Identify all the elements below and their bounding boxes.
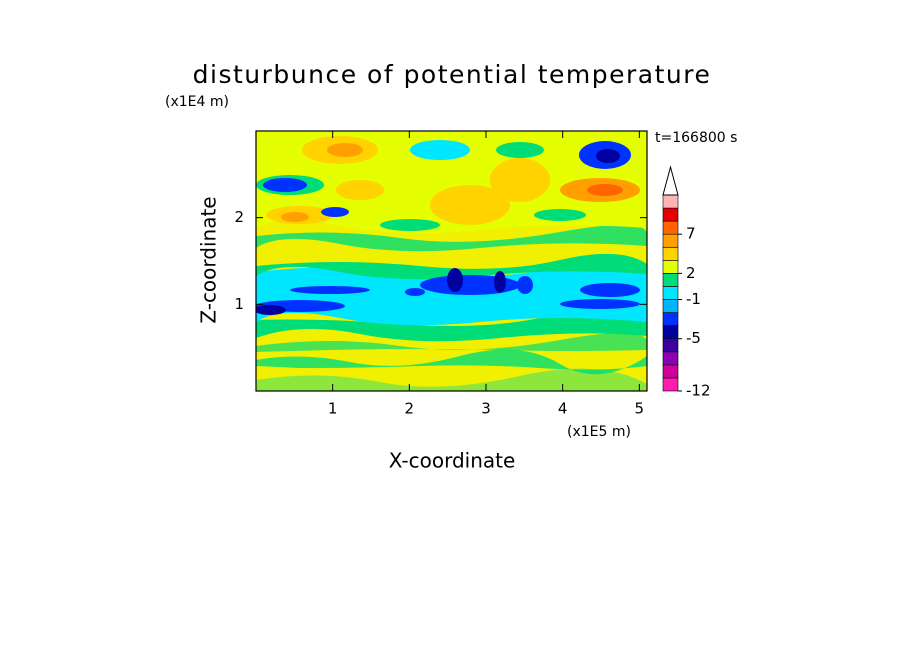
- colorbar-segment: [662, 377, 679, 392]
- colorbar-segment: [662, 325, 679, 340]
- x-tick-label: 2: [405, 400, 415, 418]
- x-unit: (x1E5 m): [567, 424, 631, 440]
- colorbar-segment: [662, 299, 679, 313]
- y-axis-label: Z-coordinate: [197, 196, 221, 323]
- contour-field: [256, 131, 647, 391]
- colorbar-tick-label: -1: [686, 290, 701, 308]
- colorbar-segment: [662, 260, 679, 274]
- x-axis-label: X-coordinate: [389, 449, 516, 473]
- colorbar-segment: [662, 351, 679, 366]
- colorbar-segment: [662, 273, 679, 287]
- colorbar-segment: [662, 246, 679, 261]
- colorbar-tick-label: 2: [686, 264, 696, 282]
- colorbar-extension: [662, 165, 679, 196]
- x-tick-label: 5: [635, 400, 645, 418]
- x-tick-label: 3: [481, 400, 491, 418]
- annotation: t=166800 s: [655, 130, 737, 146]
- plot-frame: [255, 130, 648, 392]
- colorbar-segment: [662, 338, 679, 353]
- colorbar-segment: [662, 233, 679, 248]
- x-tick-label: 4: [558, 400, 568, 418]
- colorbar-segment: [662, 194, 679, 209]
- colorbar-segment: [662, 220, 679, 235]
- colorbar-tick-label: 7: [686, 225, 696, 243]
- colorbar-segment: [662, 364, 679, 379]
- colorbar-segment: [662, 312, 679, 326]
- x-tick-label: 1: [328, 400, 338, 418]
- colorbar-segment: [662, 286, 679, 300]
- colorbar-tick-label: -12: [686, 382, 711, 400]
- y-tick-label: 2: [234, 208, 244, 226]
- colorbar-segment: [662, 207, 679, 222]
- y-unit: (x1E4 m): [165, 94, 229, 110]
- chart-title: disturbunce of potential temperature: [193, 60, 712, 89]
- colorbar-tick-label: -5: [686, 329, 701, 347]
- y-tick-label: 1: [234, 295, 244, 313]
